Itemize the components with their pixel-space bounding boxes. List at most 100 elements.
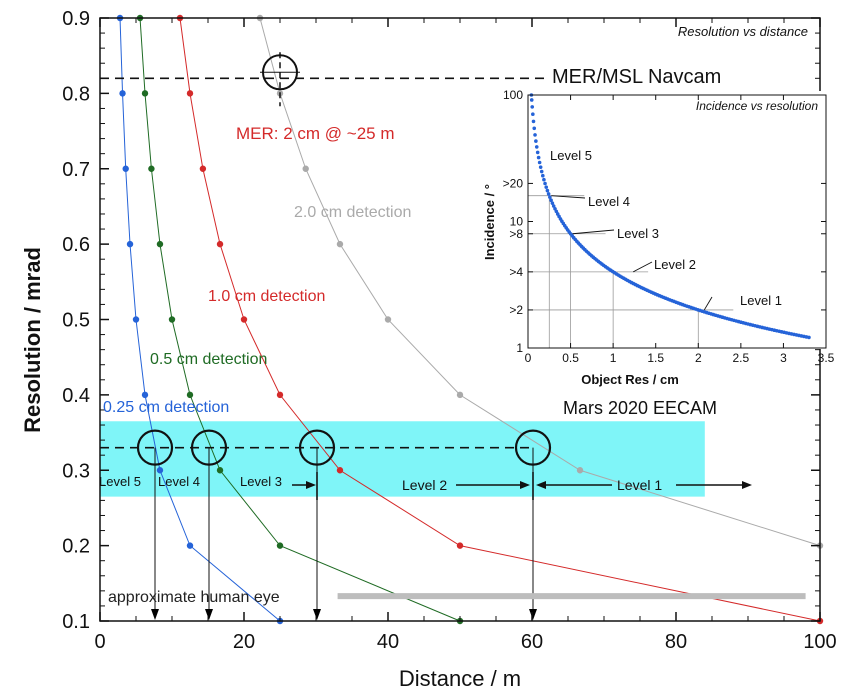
inset-y-axis-label: Incidence / ° — [482, 184, 497, 260]
main-x-axis-label: Distance / m — [399, 666, 521, 691]
inset-x-tick-label: 3 — [780, 351, 787, 365]
inset-data-point — [529, 98, 534, 102]
level-drop-arrowhead — [313, 609, 321, 620]
inset-data-point — [551, 204, 556, 208]
inset-data-point — [541, 173, 545, 178]
inset-data-point — [534, 139, 538, 143]
main-annotation-layer — [100, 52, 806, 620]
series-point-2 — [336, 467, 344, 474]
series-point-0 — [141, 391, 149, 399]
series-point-3 — [302, 165, 309, 172]
series-label-2cm: 2.0 cm detection — [294, 204, 411, 221]
series-point-0 — [156, 467, 164, 474]
inset-level-leader — [551, 195, 586, 199]
main-series-layer — [116, 14, 824, 625]
level-drop-arrowhead — [529, 609, 537, 620]
level-drop-arrowhead — [205, 609, 213, 620]
inset-level-leader — [632, 261, 653, 273]
inset-level-leader — [572, 229, 615, 235]
main-level-5-label: Level 5 — [99, 474, 141, 489]
series-point-2 — [456, 542, 464, 549]
inset-y-tick-label: >2 — [509, 303, 523, 317]
inset-y-tick-label: 10 — [510, 215, 524, 229]
main-x-tick-label: 80 — [665, 631, 687, 653]
series-point-2 — [216, 240, 224, 248]
series-point-1 — [148, 165, 155, 172]
inset-data-point — [537, 160, 542, 165]
series-label-1cm: 1.0 cm detection — [208, 288, 325, 305]
series-point-1 — [156, 240, 164, 248]
mer-note-label: MER: 2 cm @ ~25 m — [236, 124, 395, 143]
series-point-3 — [456, 391, 464, 399]
inset-data-point — [530, 105, 535, 109]
main-y-tick-label: 0.2 — [62, 536, 90, 558]
inset-data-point — [532, 126, 537, 131]
inset-x-tick-label: 1 — [610, 351, 617, 365]
series-point-1 — [168, 316, 176, 323]
main-x-tick-label: 100 — [803, 631, 836, 653]
level-2-arrow-head — [520, 481, 530, 489]
inset-x-tick-label: 0.5 — [562, 351, 579, 365]
inset-level-4-label: Level 4 — [588, 194, 630, 209]
inset-data-point — [533, 133, 537, 137]
inset-data-point — [545, 188, 550, 193]
inset-level-5-label: Level 5 — [550, 148, 592, 163]
inset-points-layer — [529, 93, 811, 340]
series-point-1 — [141, 90, 149, 97]
main-y-tick-label: 0.5 — [62, 310, 90, 332]
inset-data-point — [531, 112, 535, 116]
main-chart-title: Resolution vs distance — [678, 24, 808, 39]
series-label-0-25cm: 0.25 cm detection — [103, 399, 229, 416]
series-point-3 — [336, 240, 344, 248]
inset-chart-title: Incidence vs resolution — [696, 99, 818, 113]
series-point-1 — [186, 391, 194, 399]
main-y-tick-label: 0.8 — [62, 83, 90, 105]
inset-data-point — [535, 150, 540, 155]
inset-data-point — [539, 169, 544, 174]
main-y-tick-label: 0.9 — [62, 8, 90, 30]
main-y-tick-label: 0.4 — [62, 385, 90, 407]
series-point-0 — [119, 90, 126, 97]
inset-data-point — [531, 119, 536, 124]
inset-x-tick-label: 0 — [525, 351, 532, 365]
inset-x-tick-label: 2 — [695, 351, 702, 365]
series-point-3 — [576, 467, 584, 474]
level-drop-arrowhead — [151, 609, 159, 620]
level-3-arrow-head — [306, 481, 316, 489]
inset-data-point — [548, 195, 552, 199]
inset-y-tick-label: >8 — [509, 227, 523, 241]
inset-level-1-label: Level 1 — [740, 293, 782, 308]
main-y-tick-label: 0.7 — [62, 159, 90, 181]
inset-data-point — [538, 165, 543, 169]
inset-y-tick-label: >4 — [509, 265, 523, 279]
level-1-right-arrow-head — [742, 481, 752, 489]
inset-y-tick-label: 1 — [516, 341, 523, 355]
inset-x-axis-label: Object Res / cm — [581, 372, 679, 387]
eecam-label: Mars 2020 EECAM — [563, 398, 717, 418]
inset-data-point — [807, 335, 811, 340]
series-point-1 — [276, 542, 284, 549]
inset-data-point — [544, 185, 549, 189]
inset-data-point — [553, 206, 557, 211]
inset-y-tick-label: >20 — [503, 176, 524, 190]
main-level-3-label: Level 3 — [240, 474, 282, 489]
inset-level-leader — [703, 296, 713, 311]
series-point-2 — [186, 90, 194, 97]
level-1-left-arrow-head — [536, 481, 546, 489]
series-point-3 — [384, 316, 392, 323]
main-x-tick-label: 60 — [521, 631, 543, 653]
main-y-tick-label: 0.3 — [62, 460, 90, 482]
inset-x-tick-label: 3.5 — [818, 351, 835, 365]
main-x-tick-label: 40 — [377, 631, 399, 653]
inset-data-point — [546, 192, 551, 196]
series-point-2 — [199, 165, 207, 172]
series-point-0 — [122, 165, 129, 172]
main-x-tick-label: 0 — [94, 631, 105, 653]
inset-y-tick-label: 100 — [503, 88, 523, 102]
series-line-3 — [259, 17, 821, 547]
inset-data-point — [534, 145, 539, 149]
inset-data-point — [542, 177, 546, 182]
inset-data-point — [543, 181, 547, 186]
navcam-label: MER/MSL Navcam — [552, 66, 721, 88]
